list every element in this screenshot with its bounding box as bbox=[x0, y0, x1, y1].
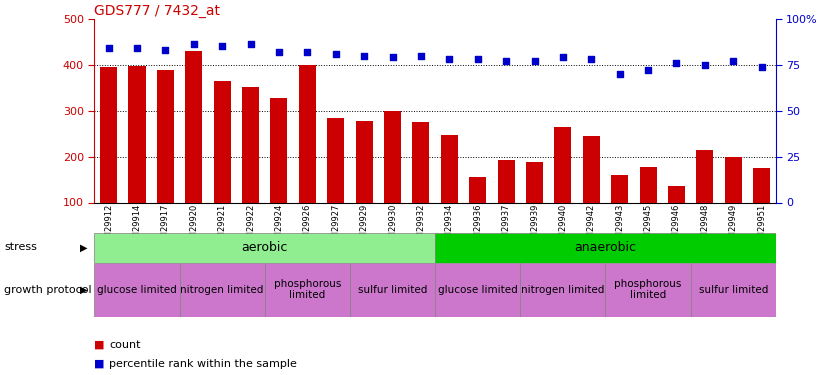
Text: ▶: ▶ bbox=[80, 285, 88, 295]
Text: stress: stress bbox=[4, 243, 37, 252]
Point bbox=[471, 56, 484, 62]
Point bbox=[613, 71, 626, 77]
Bar bbox=[157, 70, 174, 202]
Text: phosphorous
limited: phosphorous limited bbox=[614, 279, 681, 300]
Bar bbox=[129, 66, 145, 203]
Point bbox=[300, 49, 314, 55]
Bar bbox=[441, 135, 458, 202]
Bar bbox=[384, 111, 401, 202]
Bar bbox=[180, 262, 264, 317]
Text: phosphorous
limited: phosphorous limited bbox=[273, 279, 341, 300]
Bar bbox=[186, 51, 202, 202]
Bar bbox=[270, 98, 287, 202]
Bar bbox=[100, 67, 117, 203]
Bar bbox=[583, 136, 600, 202]
Point bbox=[187, 42, 200, 48]
Bar bbox=[753, 168, 770, 202]
Text: nitrogen limited: nitrogen limited bbox=[181, 285, 264, 295]
Text: GDS777 / 7432_at: GDS777 / 7432_at bbox=[94, 4, 220, 18]
Point bbox=[585, 56, 598, 62]
Bar bbox=[94, 232, 435, 262]
Point bbox=[273, 49, 286, 55]
Bar bbox=[242, 87, 259, 202]
Text: ▶: ▶ bbox=[80, 243, 88, 252]
Text: anaerobic: anaerobic bbox=[575, 241, 636, 254]
Point bbox=[358, 53, 371, 58]
Point bbox=[329, 51, 342, 57]
Bar bbox=[328, 117, 344, 202]
Text: sulfur limited: sulfur limited bbox=[699, 285, 768, 295]
Point bbox=[102, 45, 115, 51]
Point bbox=[528, 58, 541, 64]
Bar bbox=[526, 162, 543, 202]
Bar bbox=[521, 262, 606, 317]
Bar bbox=[611, 175, 628, 202]
Point bbox=[499, 58, 512, 64]
Text: sulfur limited: sulfur limited bbox=[358, 285, 427, 295]
Point bbox=[727, 58, 740, 64]
Point bbox=[557, 54, 570, 60]
Text: glucose limited: glucose limited bbox=[97, 285, 177, 295]
Bar bbox=[355, 121, 373, 202]
Point bbox=[755, 63, 768, 69]
Bar bbox=[94, 262, 180, 317]
Bar bbox=[554, 127, 571, 202]
Point bbox=[699, 62, 712, 68]
Point bbox=[443, 56, 456, 62]
Point bbox=[641, 67, 654, 73]
Bar bbox=[435, 232, 776, 262]
Point bbox=[131, 45, 144, 51]
Point bbox=[216, 44, 229, 50]
Point bbox=[386, 54, 399, 60]
Point bbox=[415, 53, 428, 58]
Text: growth protocol: growth protocol bbox=[4, 285, 92, 295]
Bar bbox=[498, 160, 515, 202]
Bar bbox=[435, 262, 521, 317]
Bar bbox=[690, 262, 776, 317]
Text: aerobic: aerobic bbox=[241, 241, 288, 254]
Point bbox=[158, 47, 172, 53]
Bar bbox=[350, 262, 435, 317]
Text: ■: ■ bbox=[94, 340, 105, 350]
Bar bbox=[725, 157, 742, 203]
Bar bbox=[264, 262, 350, 317]
Text: count: count bbox=[109, 340, 140, 350]
Bar bbox=[412, 122, 429, 202]
Text: glucose limited: glucose limited bbox=[438, 285, 517, 295]
Bar bbox=[299, 64, 316, 203]
Bar bbox=[668, 186, 685, 202]
Bar bbox=[213, 81, 231, 203]
Text: ■: ■ bbox=[94, 359, 105, 369]
Bar bbox=[640, 166, 657, 202]
Point bbox=[670, 60, 683, 66]
Text: nitrogen limited: nitrogen limited bbox=[521, 285, 604, 295]
Text: percentile rank within the sample: percentile rank within the sample bbox=[109, 359, 297, 369]
Bar bbox=[606, 262, 690, 317]
Bar bbox=[470, 177, 486, 203]
Point bbox=[244, 42, 257, 48]
Bar bbox=[696, 150, 713, 202]
